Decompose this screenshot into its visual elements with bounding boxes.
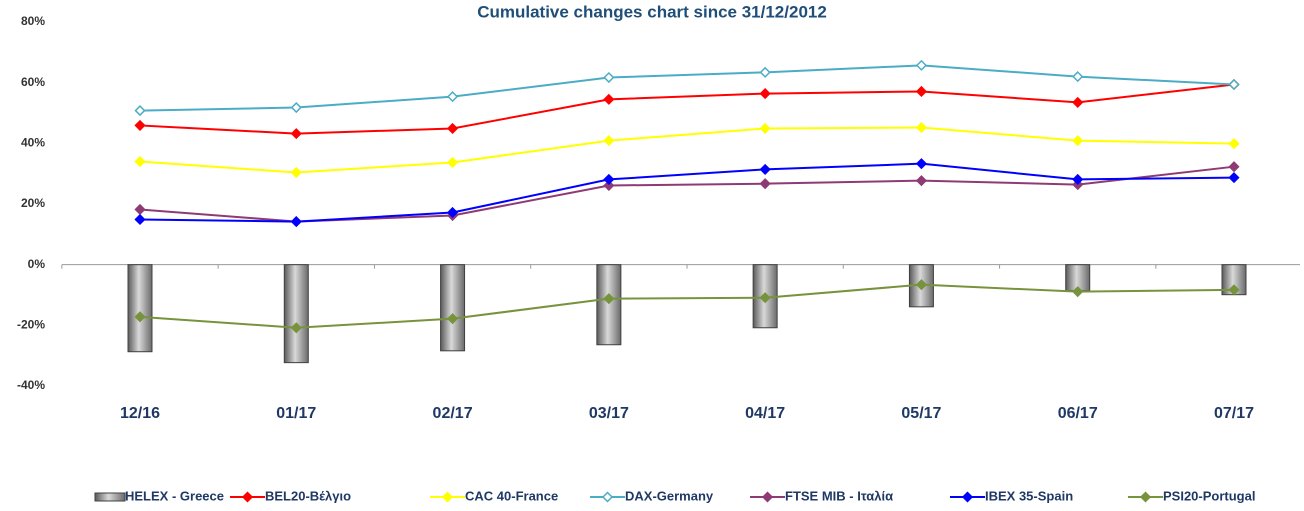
legend-symbol [241,491,254,503]
marker [603,173,615,185]
x-tick-label: 05/17 [901,405,941,422]
marker [603,135,615,147]
marker [447,91,459,103]
marker [915,279,927,291]
legend-label: PSI20-Portugal [1163,488,1255,503]
marker [1228,284,1240,296]
x-tick-label: 07/17 [1214,405,1254,422]
marker [603,293,615,305]
x-tick-label: 04/17 [745,405,785,422]
legend-label: CAC 40-France [465,488,558,503]
bar [596,264,622,346]
marker [915,175,927,187]
marker [290,166,302,179]
legend-symbol [94,492,126,502]
marker [1228,161,1240,173]
line [139,126,1235,174]
marker [759,292,771,304]
marker [1072,135,1084,147]
marker [1072,173,1084,185]
bar [283,264,309,364]
marker [134,105,146,117]
legend-symbol [441,491,454,503]
line [139,283,1235,329]
x-tick-label: 03/17 [589,405,629,422]
legend-label: DAX-Germany [625,488,714,503]
legend-symbol [601,491,614,503]
marker [759,122,771,135]
marker [759,66,771,78]
marker [1228,172,1240,184]
marker [134,155,146,168]
legend-label: FTSE MIB - Ιταλία [785,488,893,503]
x-tick-label: 06/17 [1058,405,1098,422]
bar [127,264,153,353]
marker [759,178,771,190]
marker [290,322,302,334]
marker [1072,96,1084,108]
marker [290,101,302,114]
chart-title: Cumulative changes chart since 31/12/201… [477,2,827,21]
marker [603,179,615,192]
marker [290,128,302,140]
marker [759,88,771,100]
marker [134,119,146,131]
marker [134,203,146,216]
marker [603,71,615,84]
legend-symbol [961,491,974,503]
y-tick-label: 20% [21,196,45,210]
legend-label: HELEX - Greece [125,488,224,503]
legend-label: BEL20-Βέλγιο [265,488,351,503]
marker [290,216,302,228]
marker [1072,286,1084,298]
marker [603,93,615,105]
marker [447,313,459,325]
x-tick-label: 12/16 [120,405,160,422]
marker [915,85,927,98]
marker [134,213,146,226]
marker [1228,138,1240,150]
marker [759,163,771,175]
marker [915,121,927,134]
legend-symbol [761,491,774,503]
marker [134,311,146,323]
marker [1072,71,1084,83]
marker [447,156,459,169]
marker [915,158,927,170]
marker [915,59,927,71]
y-tick-label: 40% [21,136,45,150]
line [139,64,1235,112]
y-tick-label: 60% [21,75,45,89]
line [139,83,1235,135]
marker [447,206,459,219]
legend-symbol [1139,491,1152,503]
bar [440,264,466,352]
line [139,162,1235,223]
y-tick-label: 0% [28,257,46,271]
y-tick-label: 80% [21,14,45,28]
x-tick-label: 02/17 [433,405,473,422]
x-tick-label: 01/17 [276,405,316,422]
marker [447,122,459,135]
legend-label: IBEX 35-Spain [985,488,1073,503]
y-tick-label: -20% [17,318,45,332]
marker [1228,78,1240,91]
y-tick-label: -40% [17,378,45,392]
